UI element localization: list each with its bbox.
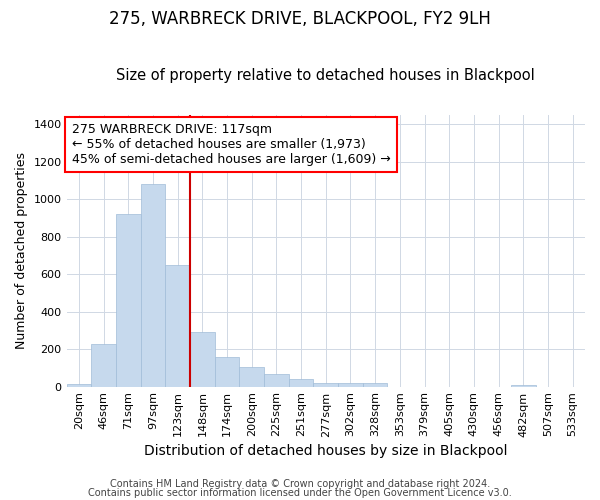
Bar: [264, 374, 289, 386]
Bar: [289, 379, 313, 386]
Bar: [91, 344, 116, 387]
Bar: [140, 184, 165, 386]
Text: Contains public sector information licensed under the Open Government Licence v3: Contains public sector information licen…: [88, 488, 512, 498]
Text: 275 WARBRECK DRIVE: 117sqm
← 55% of detached houses are smaller (1,973)
45% of s: 275 WARBRECK DRIVE: 117sqm ← 55% of deta…: [72, 123, 391, 166]
Bar: [67, 384, 91, 386]
Bar: [338, 383, 363, 386]
Bar: [313, 383, 338, 386]
Bar: [165, 264, 190, 386]
Bar: [363, 383, 388, 386]
Bar: [239, 367, 264, 386]
Y-axis label: Number of detached properties: Number of detached properties: [15, 152, 28, 349]
X-axis label: Distribution of detached houses by size in Blackpool: Distribution of detached houses by size …: [144, 444, 508, 458]
Bar: [116, 214, 140, 386]
Text: 275, WARBRECK DRIVE, BLACKPOOL, FY2 9LH: 275, WARBRECK DRIVE, BLACKPOOL, FY2 9LH: [109, 10, 491, 28]
Bar: [190, 332, 215, 386]
Bar: [215, 356, 239, 386]
Bar: [511, 384, 536, 386]
Text: Contains HM Land Registry data © Crown copyright and database right 2024.: Contains HM Land Registry data © Crown c…: [110, 479, 490, 489]
Title: Size of property relative to detached houses in Blackpool: Size of property relative to detached ho…: [116, 68, 535, 83]
